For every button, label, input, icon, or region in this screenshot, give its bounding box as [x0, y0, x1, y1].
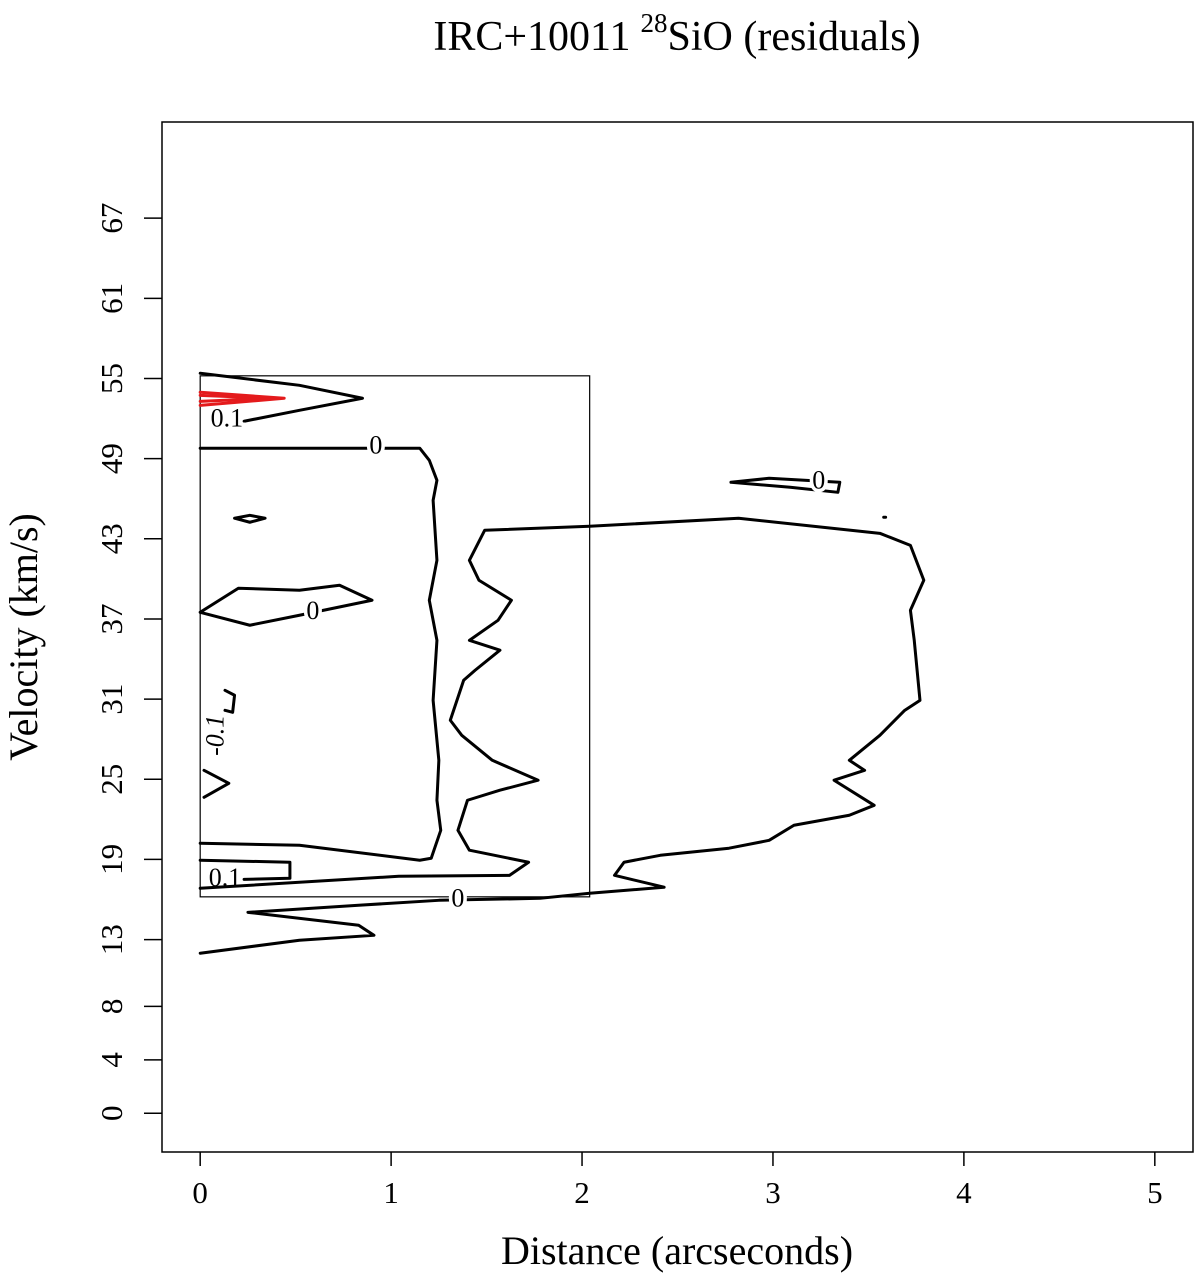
x-tick-label: 2 — [574, 1175, 590, 1210]
y-axis-label: Velocity (km/s) — [1, 513, 46, 761]
x-tick-label: 4 — [956, 1175, 972, 1210]
contour-label: 0 — [369, 430, 382, 459]
contour-label: -0.1 — [200, 715, 229, 756]
contour-line — [198, 446, 443, 862]
contour-line — [202, 768, 231, 799]
contour-line — [198, 858, 292, 881]
title-main: IRC+10011 — [433, 14, 630, 60]
y-tick-label: 4 — [94, 1052, 129, 1068]
contour-line — [729, 476, 842, 494]
y-tick-label: 8 — [94, 999, 129, 1015]
contour-label: 0 — [306, 596, 319, 625]
x-tick-label: 1 — [383, 1175, 399, 1210]
y-tick-label: 13 — [94, 924, 129, 955]
contour-label: 0.1 — [211, 403, 244, 432]
x-tick-label: 3 — [765, 1175, 781, 1210]
contour-line — [223, 688, 237, 714]
chart-title: IRC+10011 28SiO (residuals) — [433, 8, 920, 59]
y-tick-label: 67 — [94, 203, 129, 234]
y-tick-label: 19 — [94, 844, 129, 875]
y-tick-label: 49 — [94, 443, 129, 474]
x-axis-label: Distance (arcseconds) — [501, 1228, 853, 1273]
contour-label: 0 — [451, 883, 464, 912]
y-tick-label: 25 — [94, 764, 129, 795]
contour-line — [233, 513, 267, 524]
contour-line — [198, 390, 286, 407]
region-box — [199, 375, 591, 898]
contour-line — [198, 583, 374, 627]
contour-line — [198, 371, 364, 423]
x-tick-label: 5 — [1147, 1175, 1163, 1210]
contour-line — [198, 393, 271, 403]
y-tick-label: 37 — [94, 603, 129, 634]
title-superscript: 28 — [641, 8, 668, 38]
contour-label: 0 — [812, 465, 825, 494]
y-tick-label: 0 — [94, 1106, 129, 1122]
y-tick-label: 43 — [94, 523, 129, 554]
y-tick-label: 31 — [94, 684, 129, 715]
title-rest: SiO (residuals) — [668, 14, 921, 60]
y-tick-label: 61 — [94, 283, 129, 314]
contour-line — [198, 516, 926, 955]
y-tick-label: 55 — [94, 363, 129, 394]
x-tick-label: 0 — [192, 1175, 208, 1210]
plot-frame — [161, 121, 1194, 1153]
